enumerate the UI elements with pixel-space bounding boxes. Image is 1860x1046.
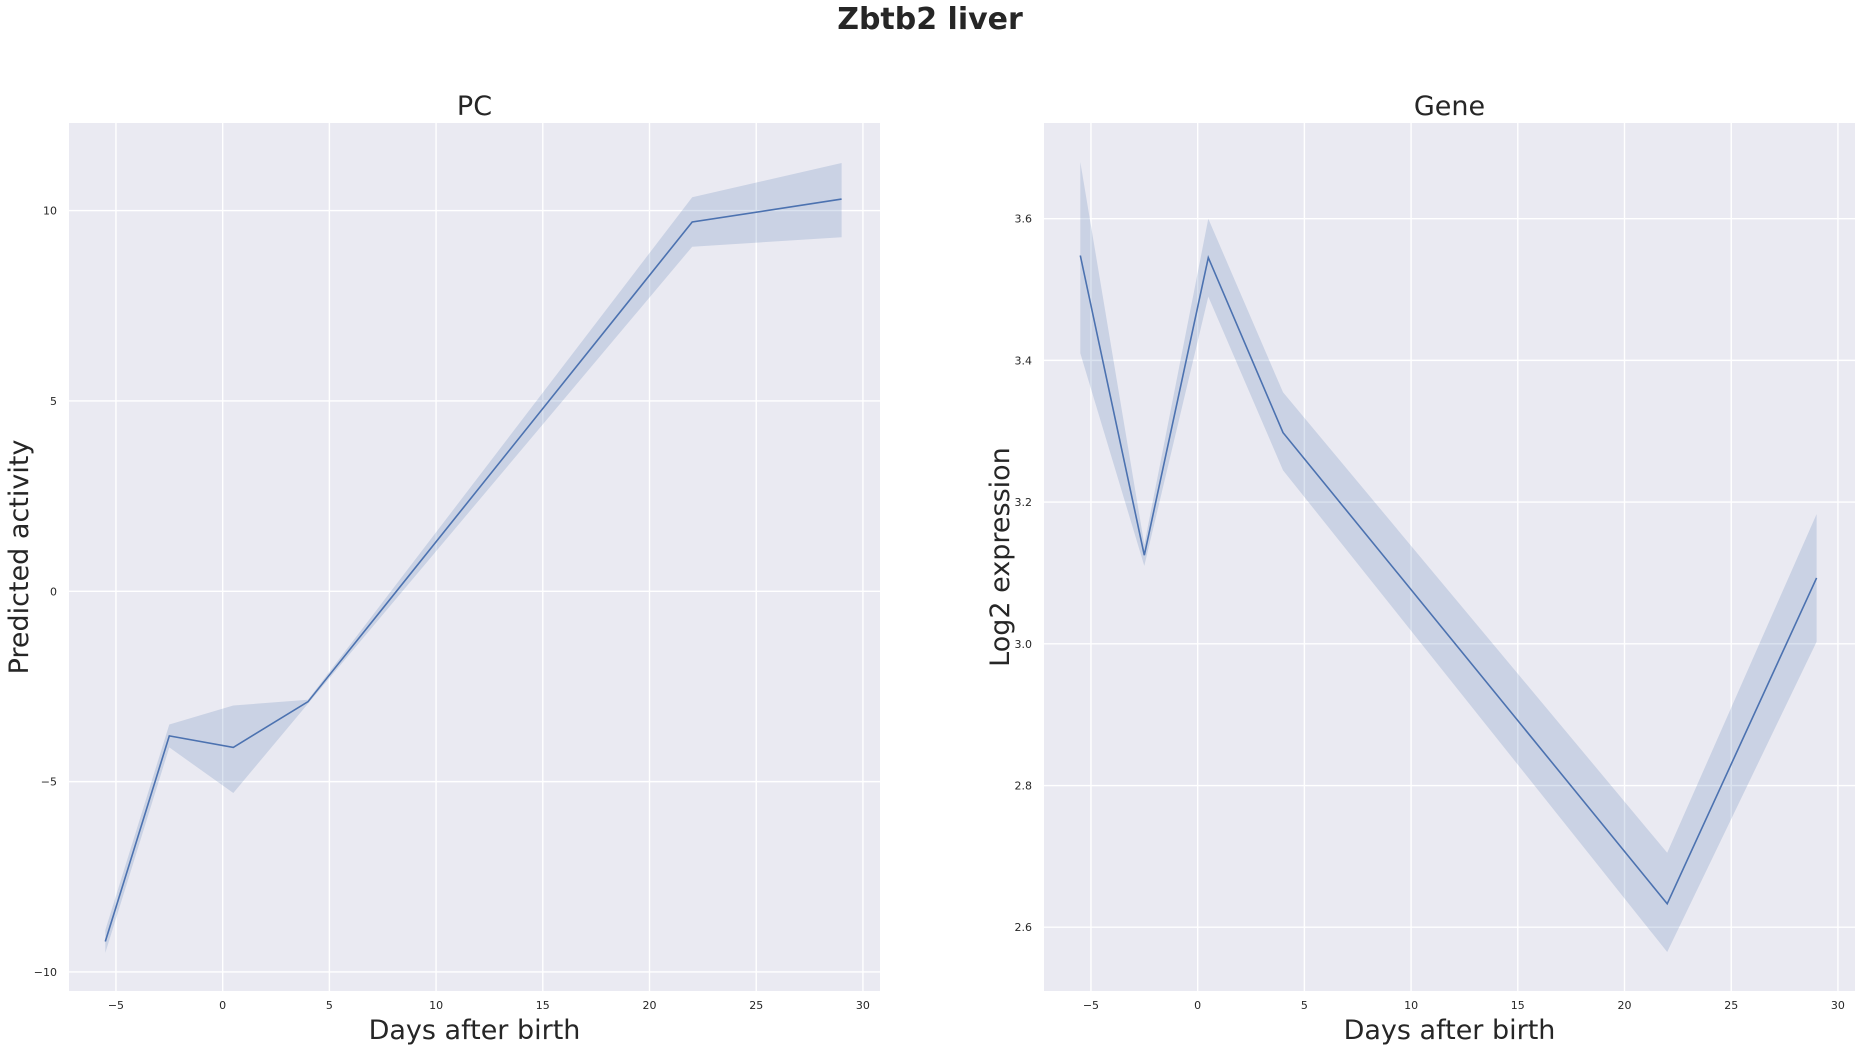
x-tick-label: 5 — [1301, 999, 1308, 1012]
y-tick-label: 2.6 — [1015, 921, 1033, 934]
x-tick-label: 20 — [1618, 999, 1632, 1012]
x-tick-label: 20 — [643, 999, 657, 1012]
y-tick-label: 3.2 — [1015, 496, 1033, 509]
chart-panel-2: −5 0 5 10 15 20 25 30 2.6 2.8 3.0 3.2 3.4 3.6 Gene Days… — [985, 91, 1855, 1046]
y-tick-label: 2.8 — [1015, 780, 1033, 793]
x-tick-label: 0 — [219, 999, 226, 1012]
panel-title: Gene — [1414, 91, 1485, 122]
x-tick-label: 25 — [749, 999, 763, 1012]
x-tick-label: −5 — [1083, 999, 1099, 1012]
y-axis-label: Predicted activity — [4, 440, 35, 675]
x-tick-label: 5 — [326, 999, 333, 1012]
y-tick-label: 10 — [43, 205, 57, 218]
x-tick-label: 15 — [1511, 999, 1525, 1012]
y-tick-label: −10 — [34, 966, 57, 979]
chart-panel-1: −5 0 5 10 15 20 25 30 −10 −5 0 5 10 PC Days after birt… — [4, 91, 880, 1046]
x-axis-label: Days after birth — [369, 1015, 581, 1046]
x-tick-label: 25 — [1724, 999, 1738, 1012]
y-tick-label: 3.0 — [1015, 638, 1033, 651]
x-tick-label: 0 — [1194, 999, 1201, 1012]
x-tick-label: 10 — [429, 999, 443, 1012]
x-tick-label: 10 — [1404, 999, 1418, 1012]
x-tick-label: 30 — [856, 999, 870, 1012]
series-line — [104, 198, 842, 942]
figure-title: Zbtb2 liver — [837, 2, 1023, 37]
plot-area — [69, 123, 880, 991]
y-tick-label: −5 — [41, 776, 57, 789]
x-axis-label: Days after birth — [1344, 1015, 1556, 1046]
confidence-band — [1080, 162, 1817, 952]
y-tick-label: 3.6 — [1015, 213, 1033, 226]
series-line — [1079, 254, 1818, 906]
y-tick-label: 5 — [50, 395, 57, 408]
x-tick-label: 30 — [1831, 999, 1845, 1012]
panel-title: PC — [457, 91, 492, 122]
y-axis-label: Log2 expression — [985, 447, 1016, 667]
x-tick-label: −5 — [108, 999, 124, 1012]
plot-area — [1044, 123, 1855, 991]
y-tick-label: 0 — [50, 585, 57, 598]
y-tick-label: 3.4 — [1015, 354, 1033, 367]
x-tick-label: 15 — [536, 999, 550, 1012]
